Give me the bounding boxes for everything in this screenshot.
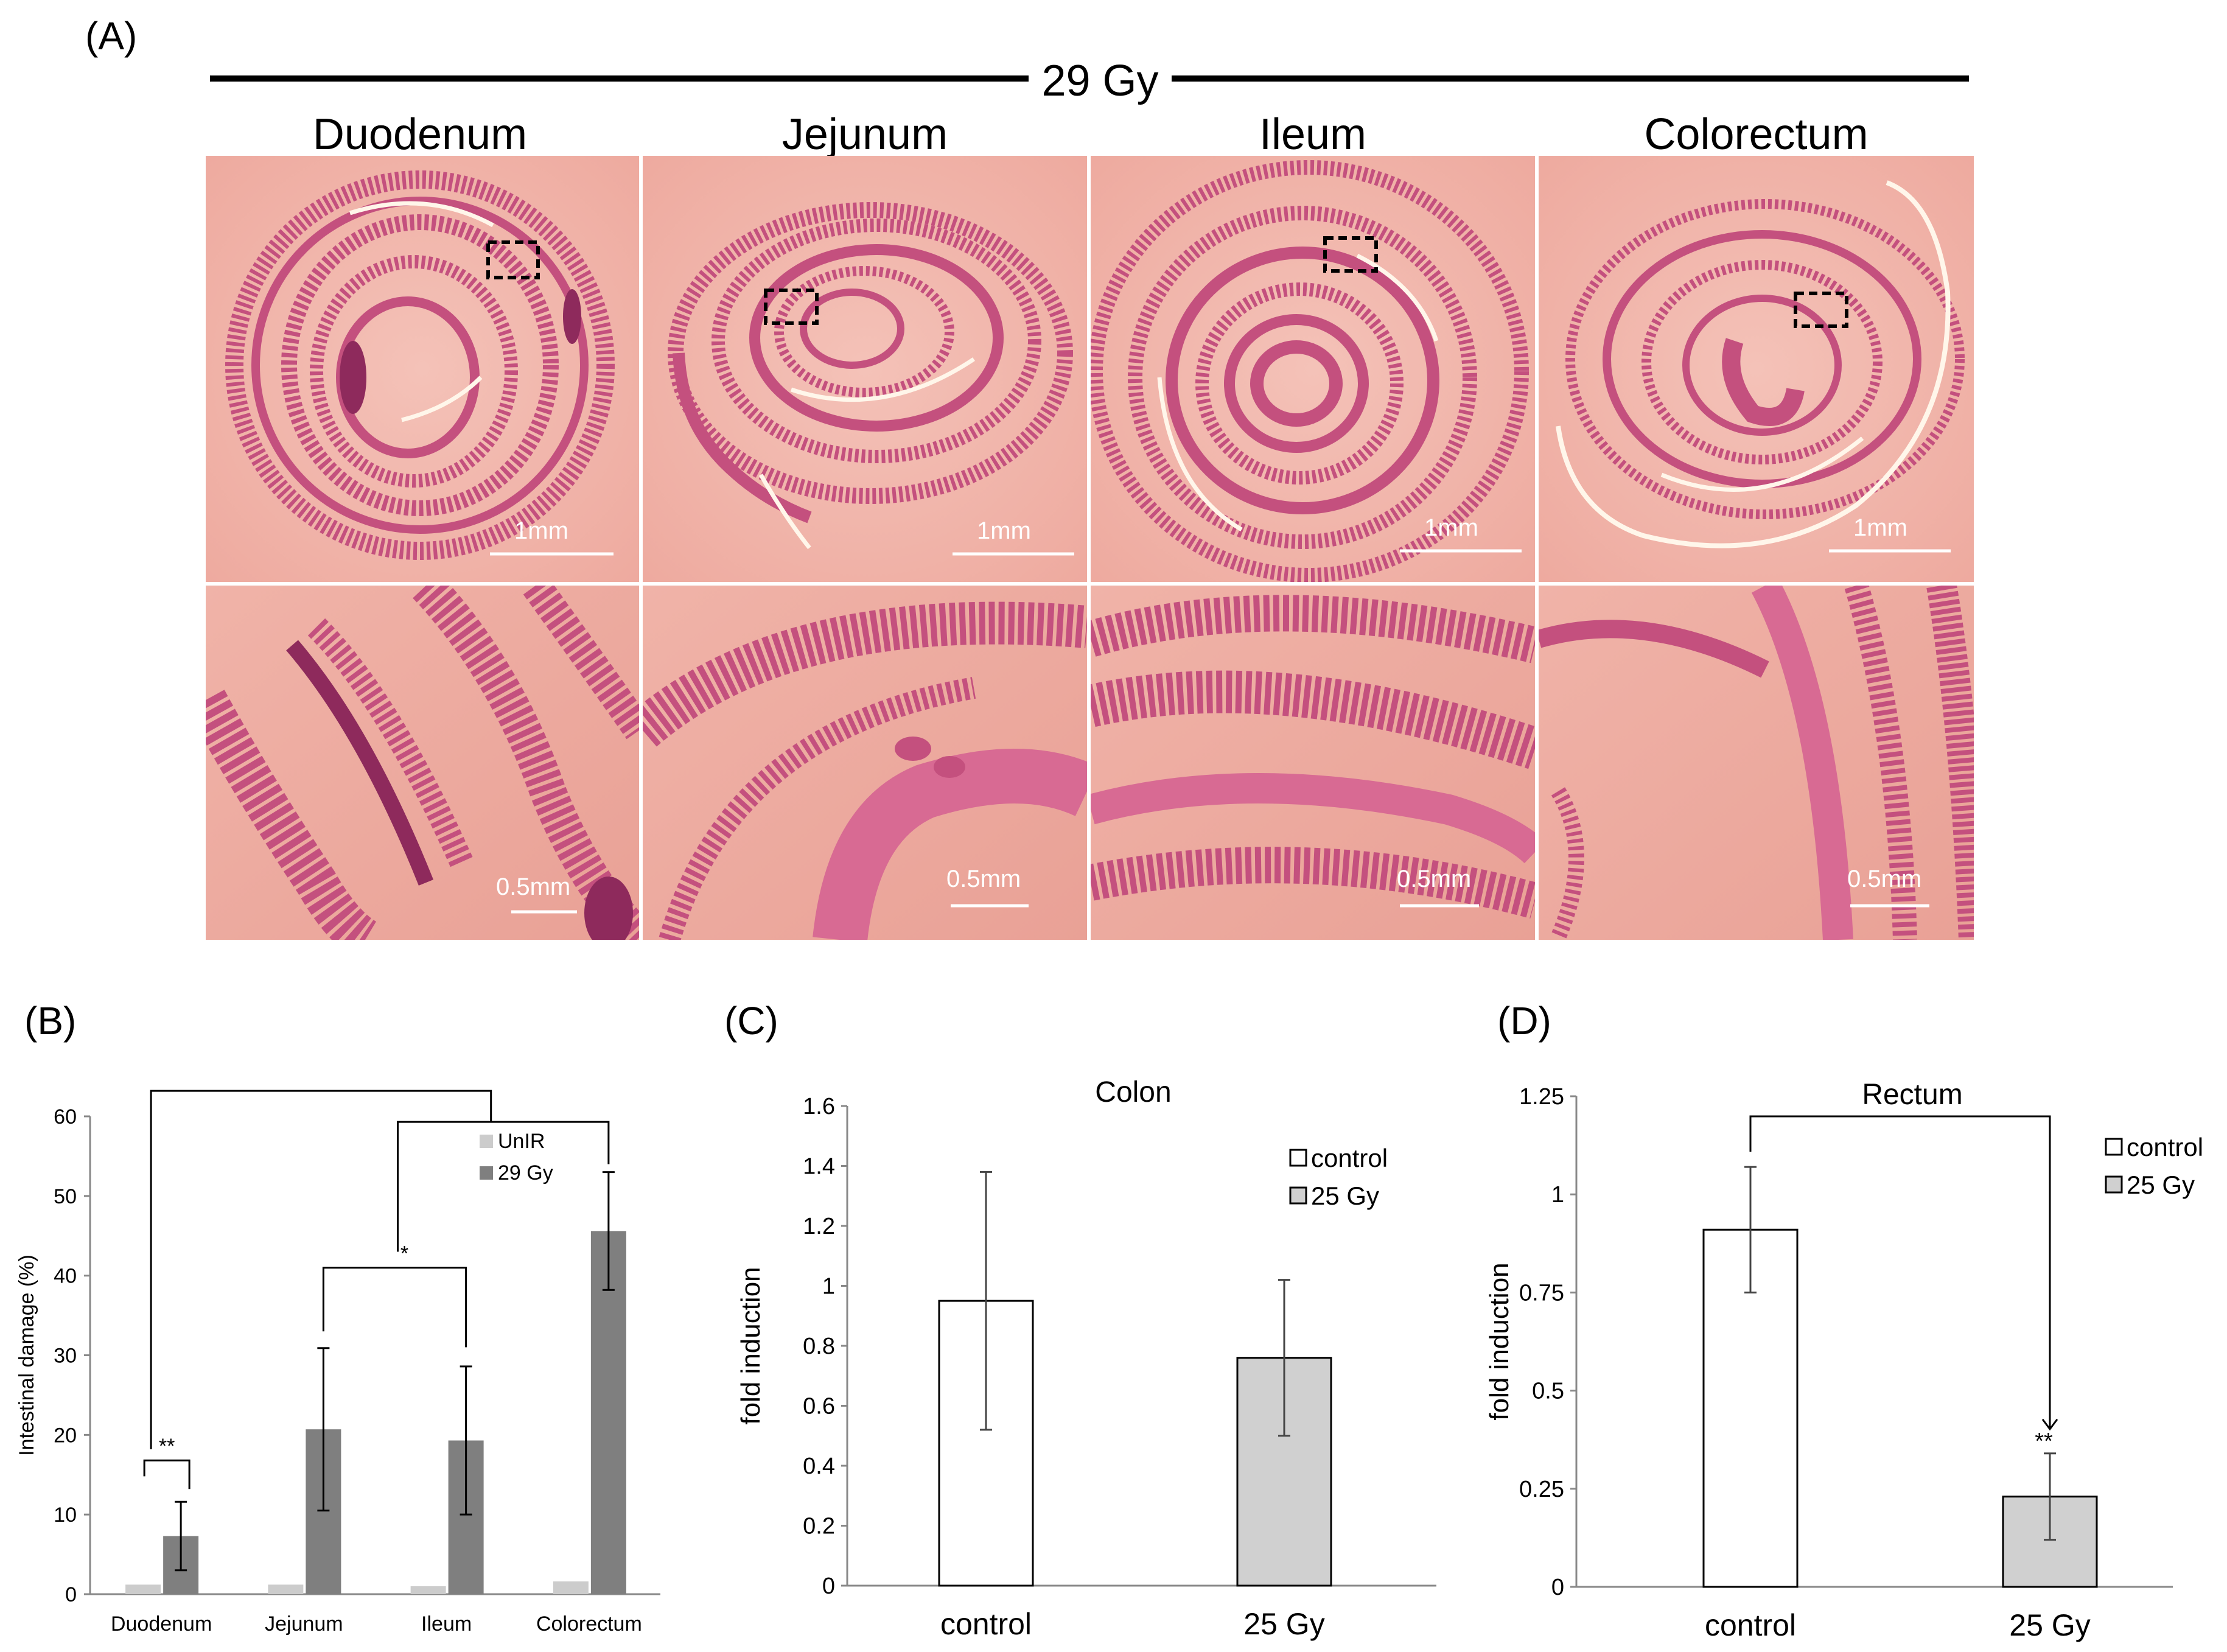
y-tick-label: 0 <box>822 1573 835 1599</box>
panel-d-label: (D) <box>1497 999 1551 1043</box>
y-tick-label: 30 <box>54 1345 77 1368</box>
x-tick-label: 25 Gy <box>2009 1608 2090 1642</box>
scale-bars <box>490 549 1951 914</box>
scale-label-top-3: 1mm <box>1424 514 1478 541</box>
comparison-bracket <box>150 1090 492 1449</box>
significance-label: ** <box>2035 1429 2053 1454</box>
legend-label: control <box>2127 1133 2203 1161</box>
legend-label: 25 Gy <box>2127 1171 2195 1199</box>
y-axis-label: fold induction <box>1484 1262 1514 1420</box>
x-tick-label: 25 Gy <box>1243 1607 1324 1641</box>
x-tick-label: Duodenum <box>111 1612 212 1636</box>
chart-title: Rectum <box>1862 1079 1962 1111</box>
bar-29-gy <box>590 1231 626 1594</box>
y-tick-label: 1.6 <box>803 1094 835 1119</box>
scale-label-bottom-3: 0.5mm <box>1397 866 1472 892</box>
tissue-header-ileum: Ileum <box>1259 110 1367 159</box>
micrograph-ileum-overview <box>1091 156 1535 582</box>
scale-label-bottom-1: 0.5mm <box>496 873 571 900</box>
y-tick-label: 1.25 <box>1519 1084 1564 1110</box>
y-tick-label: 50 <box>54 1185 77 1208</box>
bar-unir <box>268 1584 304 1594</box>
micrograph-duodenum-detail <box>206 586 639 940</box>
y-tick-label: 60 <box>54 1105 77 1129</box>
chart-d: 0 0.25 0.5 0.75 1 1.25 fold induction Rectum con… <box>1484 1079 2203 1642</box>
x-tick-label: Jejunum <box>265 1612 343 1636</box>
chart-b: 0 10 20 30 40 50 60 Intestinal damage (%) Duoden… <box>15 1090 660 1636</box>
significance-bracket <box>143 1459 191 1489</box>
legend-label: 29 Gy <box>498 1161 553 1185</box>
significance-bracket <box>322 1267 467 1348</box>
y-tick-label: 0.6 <box>803 1394 835 1419</box>
micrograph-duodenum-overview <box>206 156 639 582</box>
dose-label: 29 Gy <box>1041 57 1159 105</box>
chart-c: 0 0.2 0.4 0.6 0.8 1 1.2 1.4 1.6 fold induction Col… <box>736 1076 1436 1641</box>
significance-bracket <box>1749 1115 2051 1429</box>
scale-label-top-2: 1mm <box>977 517 1031 544</box>
tissue-header-colorectum: Colorectum <box>1644 110 1869 159</box>
tissue-header-jejunum: Jejunum <box>781 110 948 159</box>
tissue-header-duodenum: Duodenum <box>312 110 528 159</box>
scale-label-top-1: 1mm <box>514 517 568 544</box>
y-tick-label: 0.8 <box>803 1334 835 1359</box>
y-tick-label: 0.4 <box>803 1454 835 1479</box>
legend-label: control <box>1311 1144 1388 1172</box>
bar-unir <box>553 1581 589 1594</box>
y-tick-label: 0.2 <box>803 1514 835 1539</box>
bar-unir <box>410 1586 446 1594</box>
y-tick-label: 1.4 <box>803 1154 835 1180</box>
legend-swatch <box>1289 1149 1307 1167</box>
legend-swatch <box>1289 1186 1307 1205</box>
legend-swatch <box>480 1166 493 1180</box>
y-tick-label: 40 <box>54 1265 77 1288</box>
y-tick-label: 1.2 <box>803 1214 835 1239</box>
y-axis-label: Intestinal damage (%) <box>15 1255 38 1456</box>
scale-label-top-4: 1mm <box>1853 514 1907 541</box>
scale-label-bottom-4: 0.5mm <box>1847 866 1922 892</box>
significance-label: * <box>400 1242 408 1265</box>
x-tick-label: control <box>940 1607 1032 1641</box>
legend-label: 25 Gy <box>1311 1181 1379 1210</box>
y-tick-label: 0.75 <box>1519 1280 1564 1306</box>
x-tick-label: Colorectum <box>536 1612 642 1636</box>
micrograph-colorectum-detail <box>1539 586 1974 940</box>
legend-swatch <box>480 1135 493 1148</box>
panel-a-label: (A) <box>85 14 138 58</box>
panel-c-label: (C) <box>724 999 778 1043</box>
panel-b-label: (B) <box>24 999 77 1043</box>
y-tick-label: 20 <box>54 1424 77 1447</box>
dose-line-left <box>210 75 1029 82</box>
bar-25-gy <box>2002 1496 2098 1588</box>
legend-swatch <box>2105 1175 2123 1194</box>
micrograph-ileum-detail <box>1091 586 1535 940</box>
y-tick-label: 0.25 <box>1519 1477 1564 1502</box>
legend-label: UnIR <box>498 1130 545 1153</box>
y-tick-label: 0 <box>1551 1575 1564 1600</box>
y-tick-label: 0.5 <box>1532 1379 1564 1404</box>
micrograph-jejunum-detail <box>643 586 1087 940</box>
comparison-bracket <box>397 1121 610 1252</box>
y-tick-label: 1 <box>822 1274 835 1300</box>
micrograph-grid <box>206 156 1974 940</box>
bar-unir <box>125 1584 161 1594</box>
y-tick-label: 1 <box>1551 1182 1564 1208</box>
scale-label-bottom-2: 0.5mm <box>946 866 1021 892</box>
significance-label: ** <box>159 1435 175 1458</box>
y-tick-label: 10 <box>54 1503 77 1527</box>
chart-title: Colon <box>1095 1076 1171 1108</box>
legend-swatch <box>2105 1138 2123 1156</box>
x-tick-label: control <box>1705 1608 1796 1642</box>
micrograph-colorectum-overview <box>1539 156 1974 582</box>
bracket-arrowhead <box>2041 1418 2058 1431</box>
micrograph-jejunum-overview <box>643 156 1087 582</box>
y-tick-label: 0 <box>65 1583 77 1606</box>
panel-a: (A) 29 Gy Duodenum Jejunum Ileum Colorec… <box>85 14 1974 940</box>
x-tick-label: Ileum <box>421 1612 472 1636</box>
dose-line-right <box>1172 75 1969 82</box>
y-axis-label: fold induction <box>736 1267 766 1424</box>
